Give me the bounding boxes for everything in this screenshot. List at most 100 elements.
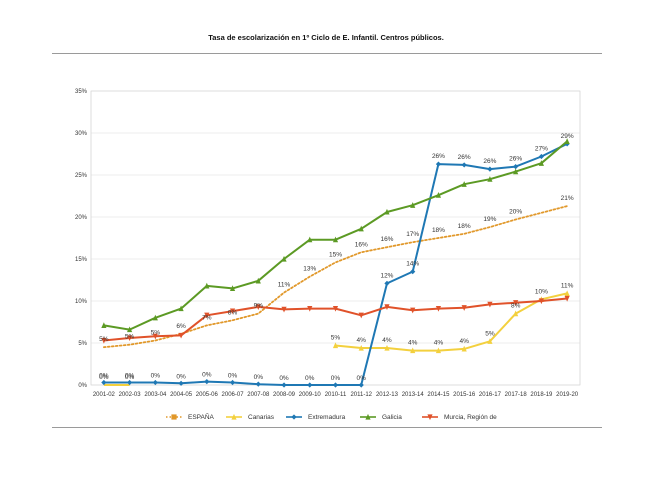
x-tick-label: 2008-09 bbox=[273, 392, 296, 398]
legend-marker bbox=[365, 413, 371, 420]
data-point bbox=[564, 138, 570, 144]
data-point bbox=[461, 162, 467, 168]
series-4 bbox=[101, 138, 570, 333]
data-point bbox=[229, 379, 236, 386]
data-label: 15% bbox=[329, 251, 342, 258]
data-label: 0% bbox=[305, 375, 315, 382]
data-label: 16% bbox=[380, 236, 393, 243]
legend-label: Galicia bbox=[382, 414, 402, 421]
series-1 bbox=[103, 205, 568, 349]
data-label: 12% bbox=[380, 272, 393, 279]
data-point bbox=[152, 379, 158, 386]
legend-label: ESPAÑA bbox=[188, 412, 215, 421]
x-tick-label: 2003-04 bbox=[144, 392, 167, 398]
x-tick-label: 2005-06 bbox=[196, 392, 219, 398]
data-point bbox=[281, 306, 287, 313]
data-label: 0% bbox=[202, 372, 212, 379]
data-point bbox=[178, 305, 184, 312]
data-label: 13% bbox=[303, 266, 316, 273]
data-point bbox=[204, 282, 210, 289]
data-point bbox=[358, 344, 364, 351]
data-label: 18% bbox=[432, 227, 445, 234]
data-label: 17% bbox=[406, 231, 419, 238]
data-point bbox=[487, 301, 493, 308]
data-point bbox=[255, 304, 261, 310]
data-label: 5% bbox=[125, 334, 135, 341]
data-point bbox=[384, 208, 390, 215]
y-tick-label: 0% bbox=[78, 383, 87, 389]
data-point bbox=[255, 277, 261, 284]
legend-item-1: ESPAÑA bbox=[166, 412, 215, 421]
data-point bbox=[435, 347, 442, 354]
data-label: 5% bbox=[99, 336, 109, 343]
data-point bbox=[332, 236, 339, 243]
legend-label: Canarias bbox=[248, 414, 275, 421]
data-label: 0% bbox=[176, 373, 186, 380]
data-label: 16% bbox=[355, 241, 368, 248]
data-point bbox=[307, 305, 313, 312]
y-tick-label: 30% bbox=[75, 131, 88, 137]
data-point bbox=[101, 379, 107, 386]
series-line bbox=[103, 205, 568, 349]
x-tick-label: 2018-19 bbox=[530, 392, 553, 398]
series-group bbox=[101, 138, 570, 388]
data-label: 11% bbox=[561, 282, 574, 289]
series-line bbox=[103, 143, 568, 386]
x-tick-label: 2015-16 bbox=[453, 392, 476, 398]
data-label: 4% bbox=[434, 340, 444, 347]
x-tick-label: 2010-11 bbox=[325, 392, 347, 398]
data-point bbox=[435, 192, 442, 198]
x-tick-label: 2019-20 bbox=[556, 392, 579, 398]
data-point bbox=[384, 344, 390, 351]
data-point bbox=[513, 300, 519, 306]
legend-item-4: Galicia bbox=[360, 413, 402, 421]
legend-marker bbox=[427, 414, 433, 421]
data-point bbox=[435, 161, 442, 167]
data-label: 4% bbox=[459, 338, 469, 345]
series-2 bbox=[103, 290, 570, 386]
data-label: 26% bbox=[432, 153, 445, 160]
data-point bbox=[255, 381, 261, 387]
data-point bbox=[307, 236, 313, 243]
bottom-rule bbox=[52, 427, 602, 428]
data-label: 4% bbox=[357, 337, 367, 344]
data-label: 26% bbox=[483, 158, 496, 165]
y-tick-label: 25% bbox=[75, 173, 88, 179]
data-point bbox=[384, 304, 390, 310]
legend-marker bbox=[171, 414, 177, 420]
chart-title: Tasa de escolarización en 1º Ciclo de E.… bbox=[208, 33, 444, 42]
x-tick-label: 2004-05 bbox=[170, 392, 193, 398]
data-label: 4% bbox=[408, 340, 418, 347]
data-label: 10% bbox=[535, 288, 548, 295]
data-point bbox=[229, 285, 236, 291]
y-tick-label: 5% bbox=[78, 341, 87, 347]
data-label: 0% bbox=[357, 375, 367, 382]
data-labels: 5% 5% 5% 6% 7% 8% 9% 11% 13% 15% 16% 16% 17% 18% 18% 19… bbox=[99, 133, 574, 382]
data-label: 5% bbox=[485, 330, 495, 337]
data-label: 5% bbox=[151, 329, 161, 336]
legend-item-2: Canarias bbox=[226, 413, 275, 421]
data-label: 0% bbox=[254, 374, 264, 381]
data-point bbox=[204, 312, 210, 319]
top-rule bbox=[52, 53, 602, 54]
y-axis-ticks: 0% 5% 10% 15% 20% 25% 30% 35% bbox=[75, 89, 88, 389]
legend-marker bbox=[231, 413, 237, 420]
data-label: 21% bbox=[561, 195, 574, 202]
x-tick-label: 2017-18 bbox=[505, 392, 528, 398]
data-label: 0% bbox=[99, 372, 109, 379]
data-label: 26% bbox=[458, 154, 471, 161]
data-point bbox=[461, 305, 467, 311]
data-point bbox=[178, 380, 184, 386]
data-label: 19% bbox=[483, 216, 496, 223]
data-point bbox=[332, 342, 339, 349]
data-label: 0% bbox=[151, 372, 161, 379]
data-point bbox=[538, 160, 544, 166]
data-point bbox=[564, 290, 570, 297]
data-label: 20% bbox=[509, 209, 522, 216]
data-point bbox=[127, 379, 133, 386]
data-point bbox=[513, 310, 519, 317]
y-tick-label: 10% bbox=[75, 299, 88, 305]
legend-label: Extremadura bbox=[308, 414, 346, 421]
data-point bbox=[487, 338, 493, 344]
data-point bbox=[101, 322, 107, 328]
